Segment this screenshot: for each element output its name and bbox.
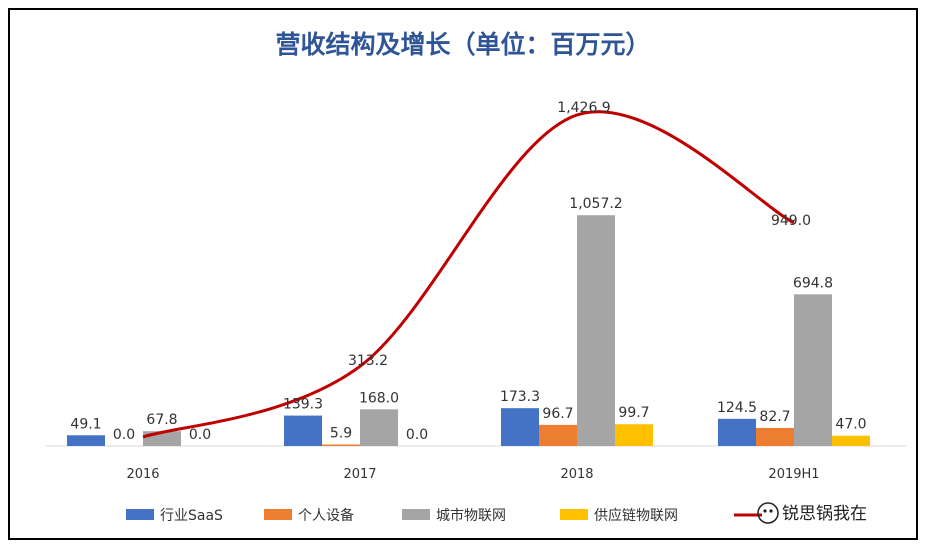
- legend-swatch: [402, 509, 430, 520]
- wechat-icon-dot: [763, 509, 767, 513]
- chart-frame: 营收结构及增长（单位：百万元） 49.1 139.3 173.3 124.5 0.0 5.…: [8, 8, 918, 540]
- bar-value-label: 0.0: [113, 427, 135, 443]
- x-tick-label: 2018: [560, 467, 593, 482]
- total-revenue-line: [142, 110, 795, 439]
- legend-label: 个人设备: [298, 507, 354, 524]
- bar-value-label: 96.7: [542, 406, 573, 422]
- legend-swatch: [126, 509, 154, 520]
- bar-value-label: 5.9: [330, 426, 352, 442]
- bar-value-label: 0.0: [406, 427, 428, 443]
- bar: [322, 444, 360, 446]
- bar: [832, 435, 870, 446]
- line-value-label: 313.2: [348, 353, 388, 369]
- legend-swatch: [560, 509, 588, 520]
- wechat-icon-dot: [769, 509, 773, 513]
- bar-value-label: 173.3: [500, 389, 540, 405]
- bar-value-label: 694.8: [793, 275, 833, 291]
- bar-value-label: 0.0: [189, 427, 211, 443]
- bar: [539, 424, 577, 446]
- bar: [794, 294, 832, 446]
- x-tick-label: 2016: [126, 467, 159, 482]
- x-tick-label: 2019H1: [768, 467, 819, 482]
- wechat-icon: [757, 502, 779, 524]
- bar: [615, 424, 653, 446]
- bar-value-label: 47.0: [835, 417, 866, 433]
- bar: [718, 418, 756, 446]
- bar: [284, 415, 322, 446]
- bar: [67, 435, 105, 446]
- bar-value-label: 67.8: [146, 412, 177, 428]
- legend-label: 城市物联网: [436, 507, 506, 524]
- chart-title: 营收结构及增长（单位：百万元）: [275, 30, 650, 59]
- bar: [756, 427, 794, 446]
- bar: [501, 408, 539, 446]
- bar-value-label: 82.7: [759, 409, 790, 425]
- legend-swatch: [264, 509, 292, 520]
- revenue-chart: 营收结构及增长（单位：百万元） 49.1 139.3 173.3 124.5 0.0 5.…: [46, 30, 906, 524]
- line-value-label: 949.0: [771, 213, 811, 229]
- bar-value-label: 124.5: [717, 400, 757, 416]
- bar-value-label: 139.3: [283, 397, 323, 413]
- bar-value-label: 1,057.2: [569, 196, 622, 212]
- bar-value-label: 99.7: [618, 405, 649, 421]
- bar-value-label: 168.0: [359, 390, 399, 406]
- legend-label: 供应链物联网: [594, 507, 678, 524]
- legend-label: 行业SaaS: [160, 508, 223, 524]
- bar-value-label: 49.1: [70, 416, 101, 432]
- x-tick-label: 2017: [343, 467, 376, 482]
- watermark: 锐思锅我在: [757, 502, 867, 524]
- bar: [360, 409, 398, 446]
- bar: [577, 215, 615, 446]
- watermark-text: 锐思锅我在: [782, 504, 867, 524]
- line-value-label: 1,426.9: [557, 100, 610, 116]
